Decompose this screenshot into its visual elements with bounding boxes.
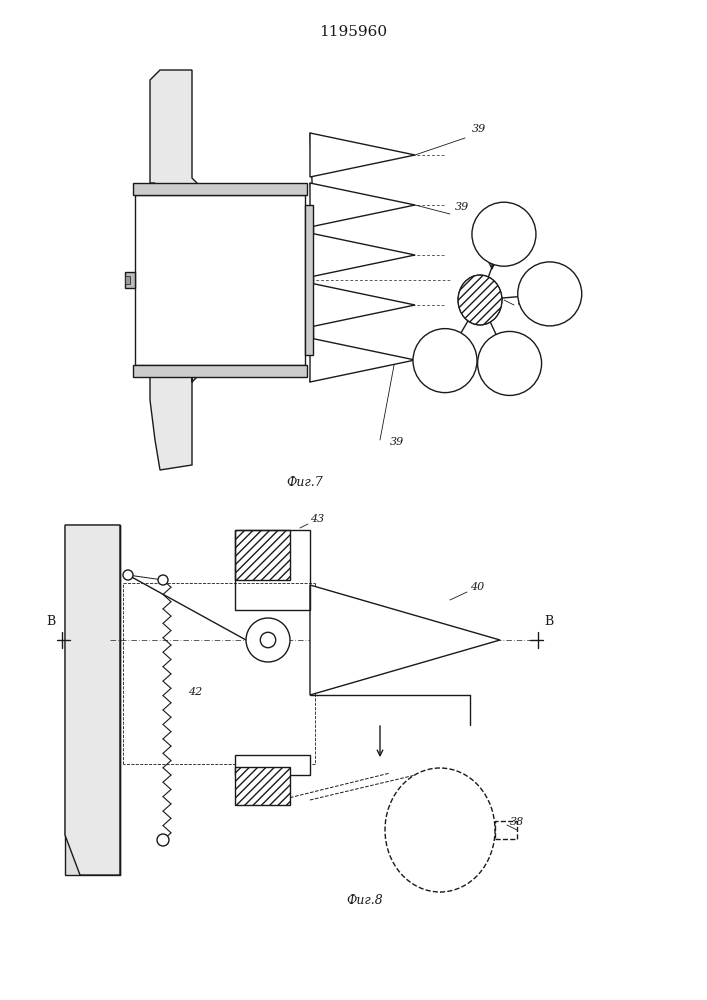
Ellipse shape	[458, 275, 502, 325]
Polygon shape	[310, 183, 415, 227]
Bar	[125, 276, 130, 284]
Text: 43: 43	[310, 514, 325, 524]
Polygon shape	[310, 133, 415, 177]
Text: 38: 38	[518, 297, 532, 307]
Circle shape	[478, 331, 542, 395]
Circle shape	[157, 834, 169, 846]
Text: 39: 39	[510, 230, 525, 240]
Text: Фиг.7: Фиг.7	[286, 476, 323, 488]
Circle shape	[123, 570, 133, 580]
Circle shape	[472, 202, 536, 266]
Text: 39: 39	[455, 202, 469, 212]
Circle shape	[246, 618, 290, 662]
Text: 39: 39	[448, 334, 462, 344]
Polygon shape	[310, 283, 415, 327]
FancyBboxPatch shape	[65, 525, 120, 875]
Text: B: B	[47, 615, 56, 628]
Circle shape	[518, 262, 582, 326]
Text: 39: 39	[472, 124, 486, 134]
Bar	[235, 755, 310, 775]
Bar	[235, 767, 290, 805]
Polygon shape	[310, 338, 415, 382]
Polygon shape	[310, 585, 500, 695]
Text: B: B	[544, 615, 554, 628]
Bar	[305, 205, 313, 355]
Ellipse shape	[385, 768, 495, 892]
Text: Фиг.8: Фиг.8	[346, 894, 383, 906]
Bar	[235, 530, 310, 610]
Polygon shape	[150, 70, 197, 470]
Circle shape	[413, 329, 477, 393]
Polygon shape	[65, 525, 120, 875]
Text: 39: 39	[390, 437, 404, 447]
FancyBboxPatch shape	[135, 195, 305, 365]
Circle shape	[158, 575, 168, 585]
Bar	[235, 530, 290, 580]
Text: 42: 42	[188, 687, 202, 697]
Bar	[133, 365, 307, 377]
Bar	[125, 272, 135, 288]
Circle shape	[260, 632, 276, 648]
Bar	[133, 183, 307, 195]
Text: 1195960: 1195960	[319, 25, 387, 39]
Text: 38: 38	[510, 817, 525, 827]
Text: 40: 40	[470, 582, 484, 592]
Polygon shape	[310, 233, 415, 277]
